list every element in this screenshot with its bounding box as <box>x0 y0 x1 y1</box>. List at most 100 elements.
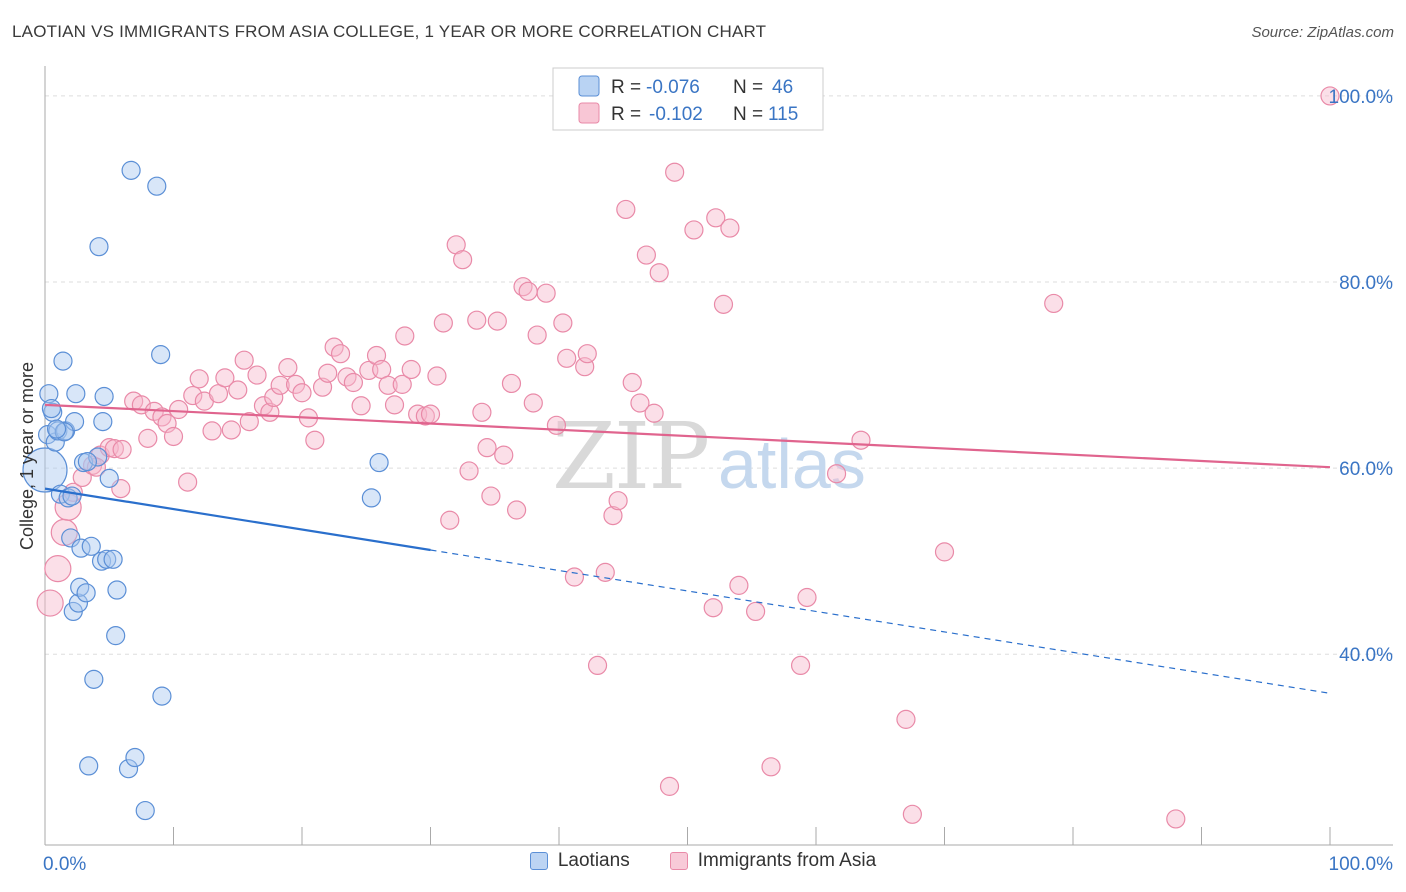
data-point-asia <box>506 500 527 520</box>
data-point-laotians <box>62 486 82 506</box>
data-point-laotians <box>89 237 109 257</box>
data-point-asia <box>318 363 338 383</box>
y-axis-label: College, 1 year or more <box>17 362 37 550</box>
data-point-asia <box>477 438 497 458</box>
legend-swatch-laotians <box>578 75 600 97</box>
data-point-asia <box>264 387 284 408</box>
data-point-asia <box>453 250 473 270</box>
watermark-zip: ZIP <box>552 403 708 510</box>
data-point-asia <box>595 562 615 582</box>
y-tick-label: 100.0% <box>1329 87 1394 108</box>
data-point-laotians <box>93 412 113 432</box>
trend-line-laotians <box>44 487 431 552</box>
legend-label-laotians: Laotians <box>557 850 630 871</box>
source-label: Source: ZipAtlas.com <box>1251 24 1394 41</box>
data-point-laotians <box>361 488 381 508</box>
data-point-asia <box>851 430 871 450</box>
data-point-laotians <box>103 549 123 569</box>
data-point-asia <box>622 372 642 393</box>
data-point-laotians <box>88 447 108 467</box>
data-point-asia <box>1044 293 1064 314</box>
data-point-asia <box>330 344 351 364</box>
data-point-asia <box>896 709 916 729</box>
data-point-laotians <box>94 386 114 407</box>
x-tick-label: 0.0% <box>43 854 86 875</box>
data-point-asia <box>564 567 585 587</box>
data-point-asia <box>247 365 267 385</box>
legend-n-label-laotians: N = <box>733 77 763 98</box>
data-point-asia <box>577 344 597 364</box>
data-point-laotians <box>77 452 98 472</box>
data-point-asia <box>239 412 259 432</box>
data-point-laotians <box>99 468 119 488</box>
data-point-asia <box>305 430 325 450</box>
data-point-asia <box>684 220 704 240</box>
data-point-asia <box>467 310 487 330</box>
data-point-laotians <box>125 747 145 768</box>
legend-swatch-asia <box>578 102 600 124</box>
data-point-asia <box>761 757 781 777</box>
y-tick-label: 80.0% <box>1339 273 1393 294</box>
data-point-laotians <box>147 176 167 196</box>
data-point-laotians <box>135 800 155 821</box>
legend-r-value-laotians: -0.076 <box>646 77 700 98</box>
data-point-asia <box>112 439 132 460</box>
data-point-asia <box>557 348 577 368</box>
data-point-asia <box>420 404 441 424</box>
data-point-laotians <box>118 759 139 779</box>
data-point-asia <box>427 366 447 386</box>
data-point-asia <box>603 505 623 526</box>
data-point-asia <box>189 369 209 389</box>
data-point-laotians <box>64 412 85 432</box>
data-point-asia <box>343 372 363 393</box>
data-point-asia <box>215 368 235 388</box>
data-point-asia <box>649 263 669 283</box>
data-point-laotians <box>61 528 81 548</box>
data-point-asia <box>202 421 222 441</box>
data-point-asia <box>636 245 656 265</box>
data-point-asia <box>659 776 680 796</box>
legend-label-asia: Immigrants from Asia <box>697 850 877 871</box>
data-point-asia <box>44 555 72 583</box>
data-point-asia <box>536 283 556 303</box>
data-point-asia <box>472 402 492 422</box>
data-point-laotians <box>106 626 126 646</box>
data-point-asia <box>934 542 955 562</box>
data-point-asia <box>169 399 189 420</box>
axes <box>44 66 1393 846</box>
data-point-asia <box>86 457 107 477</box>
data-point-asia <box>183 385 203 406</box>
data-point-laotians <box>22 447 68 493</box>
data-point-asia <box>527 325 547 345</box>
data-point-asia <box>104 438 124 459</box>
watermark: ZIP atlas <box>552 403 866 510</box>
data-point-asia <box>790 655 811 676</box>
watermark-atlas: atlas <box>718 425 866 503</box>
data-point-asia <box>378 375 398 395</box>
data-point-laotians <box>84 669 104 689</box>
data-point-laotians <box>79 756 99 776</box>
data-point-laotians <box>107 580 127 600</box>
data-point-asia <box>608 491 628 511</box>
legend-swatch-asia-bottom <box>669 852 688 870</box>
data-point-asia <box>234 350 254 370</box>
data-point-asia <box>459 461 479 481</box>
data-point-laotians <box>369 452 389 473</box>
chart-title: LAOTIAN VS IMMIGRANTS FROM ASIA COLLEGE,… <box>12 22 767 41</box>
data-point-asia <box>665 162 685 182</box>
data-point-laotians <box>68 593 89 613</box>
series-legend: Laotians Immigrants from Asia <box>0 850 1406 872</box>
data-point-asia <box>587 655 608 676</box>
data-point-laotians <box>54 422 74 442</box>
data-point-asia <box>392 374 412 394</box>
trend-line-laotians-extension <box>430 549 1331 694</box>
data-point-asia <box>713 294 734 314</box>
data-point-asia <box>553 313 573 333</box>
data-point-laotians <box>46 419 67 439</box>
data-point-asia <box>797 587 817 608</box>
data-point-asia <box>395 326 415 346</box>
data-point-asia <box>481 486 501 506</box>
data-point-asia <box>826 464 847 484</box>
series-asia-points <box>36 86 1340 829</box>
